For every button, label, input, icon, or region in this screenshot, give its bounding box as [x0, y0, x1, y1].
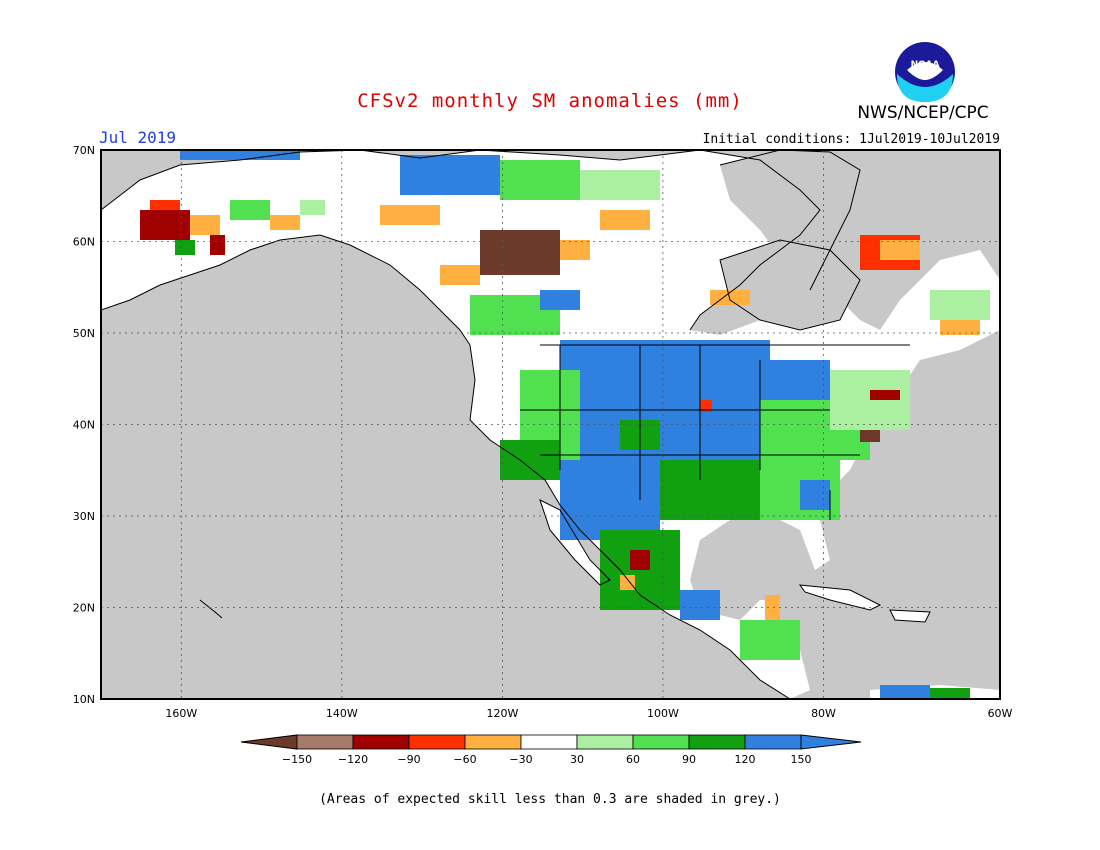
- legend-swatch: [688, 734, 746, 750]
- chart-title: CFSv2 monthly SM anomalies (mm): [357, 90, 743, 112]
- lat-label: 20N: [73, 602, 95, 615]
- anomaly-patches: [140, 150, 990, 699]
- legend-swatch: [576, 734, 634, 750]
- legend-tick-label: −120: [338, 753, 368, 766]
- organization-label: NWS/NCEP/CPC: [857, 103, 989, 123]
- map-frame: [100, 149, 1001, 700]
- noaa-logo: NOAA: [895, 42, 955, 102]
- lat-label: 40N: [73, 419, 95, 432]
- legend-tick-label: 30: [570, 753, 584, 766]
- legend-tick-label: 60: [626, 753, 640, 766]
- legend-tick-label: −30: [509, 753, 532, 766]
- legend-arrow-left: [240, 734, 298, 750]
- lon-label: 80W: [811, 707, 836, 720]
- lon-label: 140W: [326, 707, 358, 720]
- lat-label: 60N: [73, 236, 95, 249]
- footnote: (Areas of expected skill less than 0.3 a…: [319, 792, 781, 807]
- legend-swatch: [408, 734, 466, 750]
- legend-tick-label: 120: [735, 753, 756, 766]
- boundaries: [101, 150, 931, 699]
- initial-conditions: Initial conditions: 1Jul2019-10Jul2019: [702, 132, 1000, 147]
- lon-label: 160W: [165, 707, 197, 720]
- forecast-month: Jul 2019: [99, 128, 177, 147]
- svg-text:NOAA: NOAA: [911, 60, 940, 70]
- legend-swatch: [352, 734, 410, 750]
- lon-label: 60W: [988, 707, 1013, 720]
- lon-labels: 160W 140W 120W 100W 80W 60W: [165, 707, 1012, 720]
- legend-swatch: [464, 734, 522, 750]
- legend-swatch: [744, 734, 802, 750]
- lon-label: 100W: [647, 707, 679, 720]
- lat-label: 30N: [73, 510, 95, 523]
- legend-tick-label: 150: [791, 753, 812, 766]
- lon-label: 120W: [486, 707, 518, 720]
- lat-labels: 70N 60N 50N 40N 30N 20N 10N: [73, 144, 95, 706]
- legend-swatch: [520, 734, 578, 750]
- legend-tick-label: −150: [282, 753, 312, 766]
- lat-label: 50N: [73, 327, 95, 340]
- anomaly-map: 70N 60N 50N 40N 30N 20N 10N 160W 140W 12…: [73, 144, 1013, 720]
- legend-tick-label: −90: [397, 753, 420, 766]
- legend-tick-label: 90: [682, 753, 696, 766]
- legend-tick-label: −60: [453, 753, 476, 766]
- grid-lines: [101, 150, 1000, 699]
- lat-label: 10N: [73, 693, 95, 706]
- legend-swatch: [296, 734, 354, 750]
- lat-label: 70N: [73, 144, 95, 157]
- legend-arrow-right: [800, 734, 862, 750]
- legend-swatch: [632, 734, 690, 750]
